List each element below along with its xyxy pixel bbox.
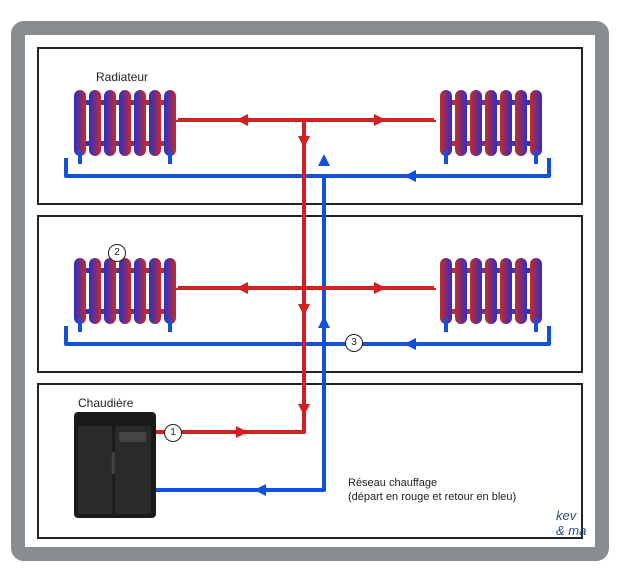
diagram-svg — [0, 0, 620, 570]
watermark: kev& ma — [556, 508, 586, 538]
marker-3: 3 — [345, 334, 363, 352]
boiler-group — [74, 412, 156, 518]
caption-line-1: Réseau chauffage — [348, 477, 437, 489]
marker-2: 2 — [108, 244, 126, 262]
caption-line-2: (départ en rouge et retour en bleu) — [348, 491, 516, 503]
network-caption: Réseau chauffage (départ en rouge et ret… — [348, 476, 516, 505]
diagram-container: Radiateur Chaudière Réseau chauffage (dé… — [0, 0, 620, 570]
boiler-label: Chaudière — [78, 396, 133, 410]
marker-1: 1 — [164, 424, 182, 442]
radiator-label: Radiateur — [96, 70, 148, 84]
